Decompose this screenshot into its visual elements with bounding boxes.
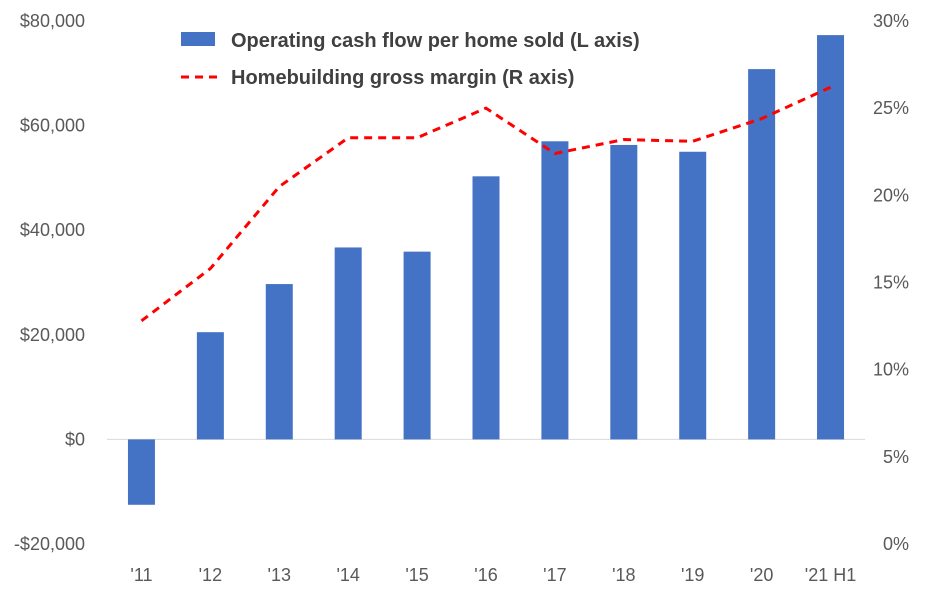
x-tick-label: '20 xyxy=(750,565,773,585)
left-tick-label: $60,000 xyxy=(20,116,85,136)
legend-swatch-bars xyxy=(181,32,215,46)
bar xyxy=(196,332,224,440)
bar xyxy=(334,247,362,440)
left-tick-label: $20,000 xyxy=(20,325,85,345)
right-tick-label: 30% xyxy=(873,11,909,31)
x-tick-label: '11 xyxy=(130,565,152,585)
x-tick-label: '21 H1 xyxy=(805,565,856,585)
x-tick-label: '18 xyxy=(612,565,635,585)
left-tick-label: $80,000 xyxy=(20,11,85,31)
legend-label-bars: Operating cash flow per home sold (L axi… xyxy=(231,30,640,52)
x-tick-label: '12 xyxy=(199,565,222,585)
x-tick-label: '17 xyxy=(543,565,566,585)
right-tick-label: 25% xyxy=(873,98,909,118)
bar xyxy=(265,284,293,440)
x-tick-label: '13 xyxy=(268,565,291,585)
right-axis-ticks: 0% 5% 10% 15% 20% 25% 30% xyxy=(873,11,909,554)
x-axis-ticks: '11 '12 '13 '14 '15 '16 '17 '18 '19 '20 '21 H1 xyxy=(130,565,856,585)
legend: Operating cash flow per home sold (L axi… xyxy=(181,30,640,89)
x-tick-label: '16 xyxy=(474,565,497,585)
bar xyxy=(472,176,500,440)
left-tick-label: $40,000 xyxy=(20,220,85,240)
right-tick-label: 10% xyxy=(873,360,909,380)
bar xyxy=(610,144,638,440)
bar xyxy=(817,35,845,440)
right-tick-label: 5% xyxy=(883,447,909,467)
bar xyxy=(748,69,776,440)
bar xyxy=(403,251,431,440)
left-tick-label: $0 xyxy=(65,429,85,449)
x-tick-label: '15 xyxy=(405,565,428,585)
left-tick-label: -$20,000 xyxy=(14,534,85,554)
left-axis-ticks: -$20,000 $0 $20,000 $40,000 $60,000 $80,000 xyxy=(14,11,85,554)
bar xyxy=(679,151,707,440)
gross-margin-line xyxy=(140,85,832,323)
right-tick-label: 0% xyxy=(883,534,909,554)
right-tick-label: 20% xyxy=(873,185,909,205)
bar xyxy=(541,141,569,440)
bar xyxy=(127,439,155,505)
legend-label-line: Homebuilding gross margin (R axis) xyxy=(231,67,574,89)
bar-series xyxy=(127,35,845,505)
x-tick-label: '14 xyxy=(336,565,359,585)
right-tick-label: 15% xyxy=(873,273,909,293)
x-tick-label: '19 xyxy=(681,565,704,585)
